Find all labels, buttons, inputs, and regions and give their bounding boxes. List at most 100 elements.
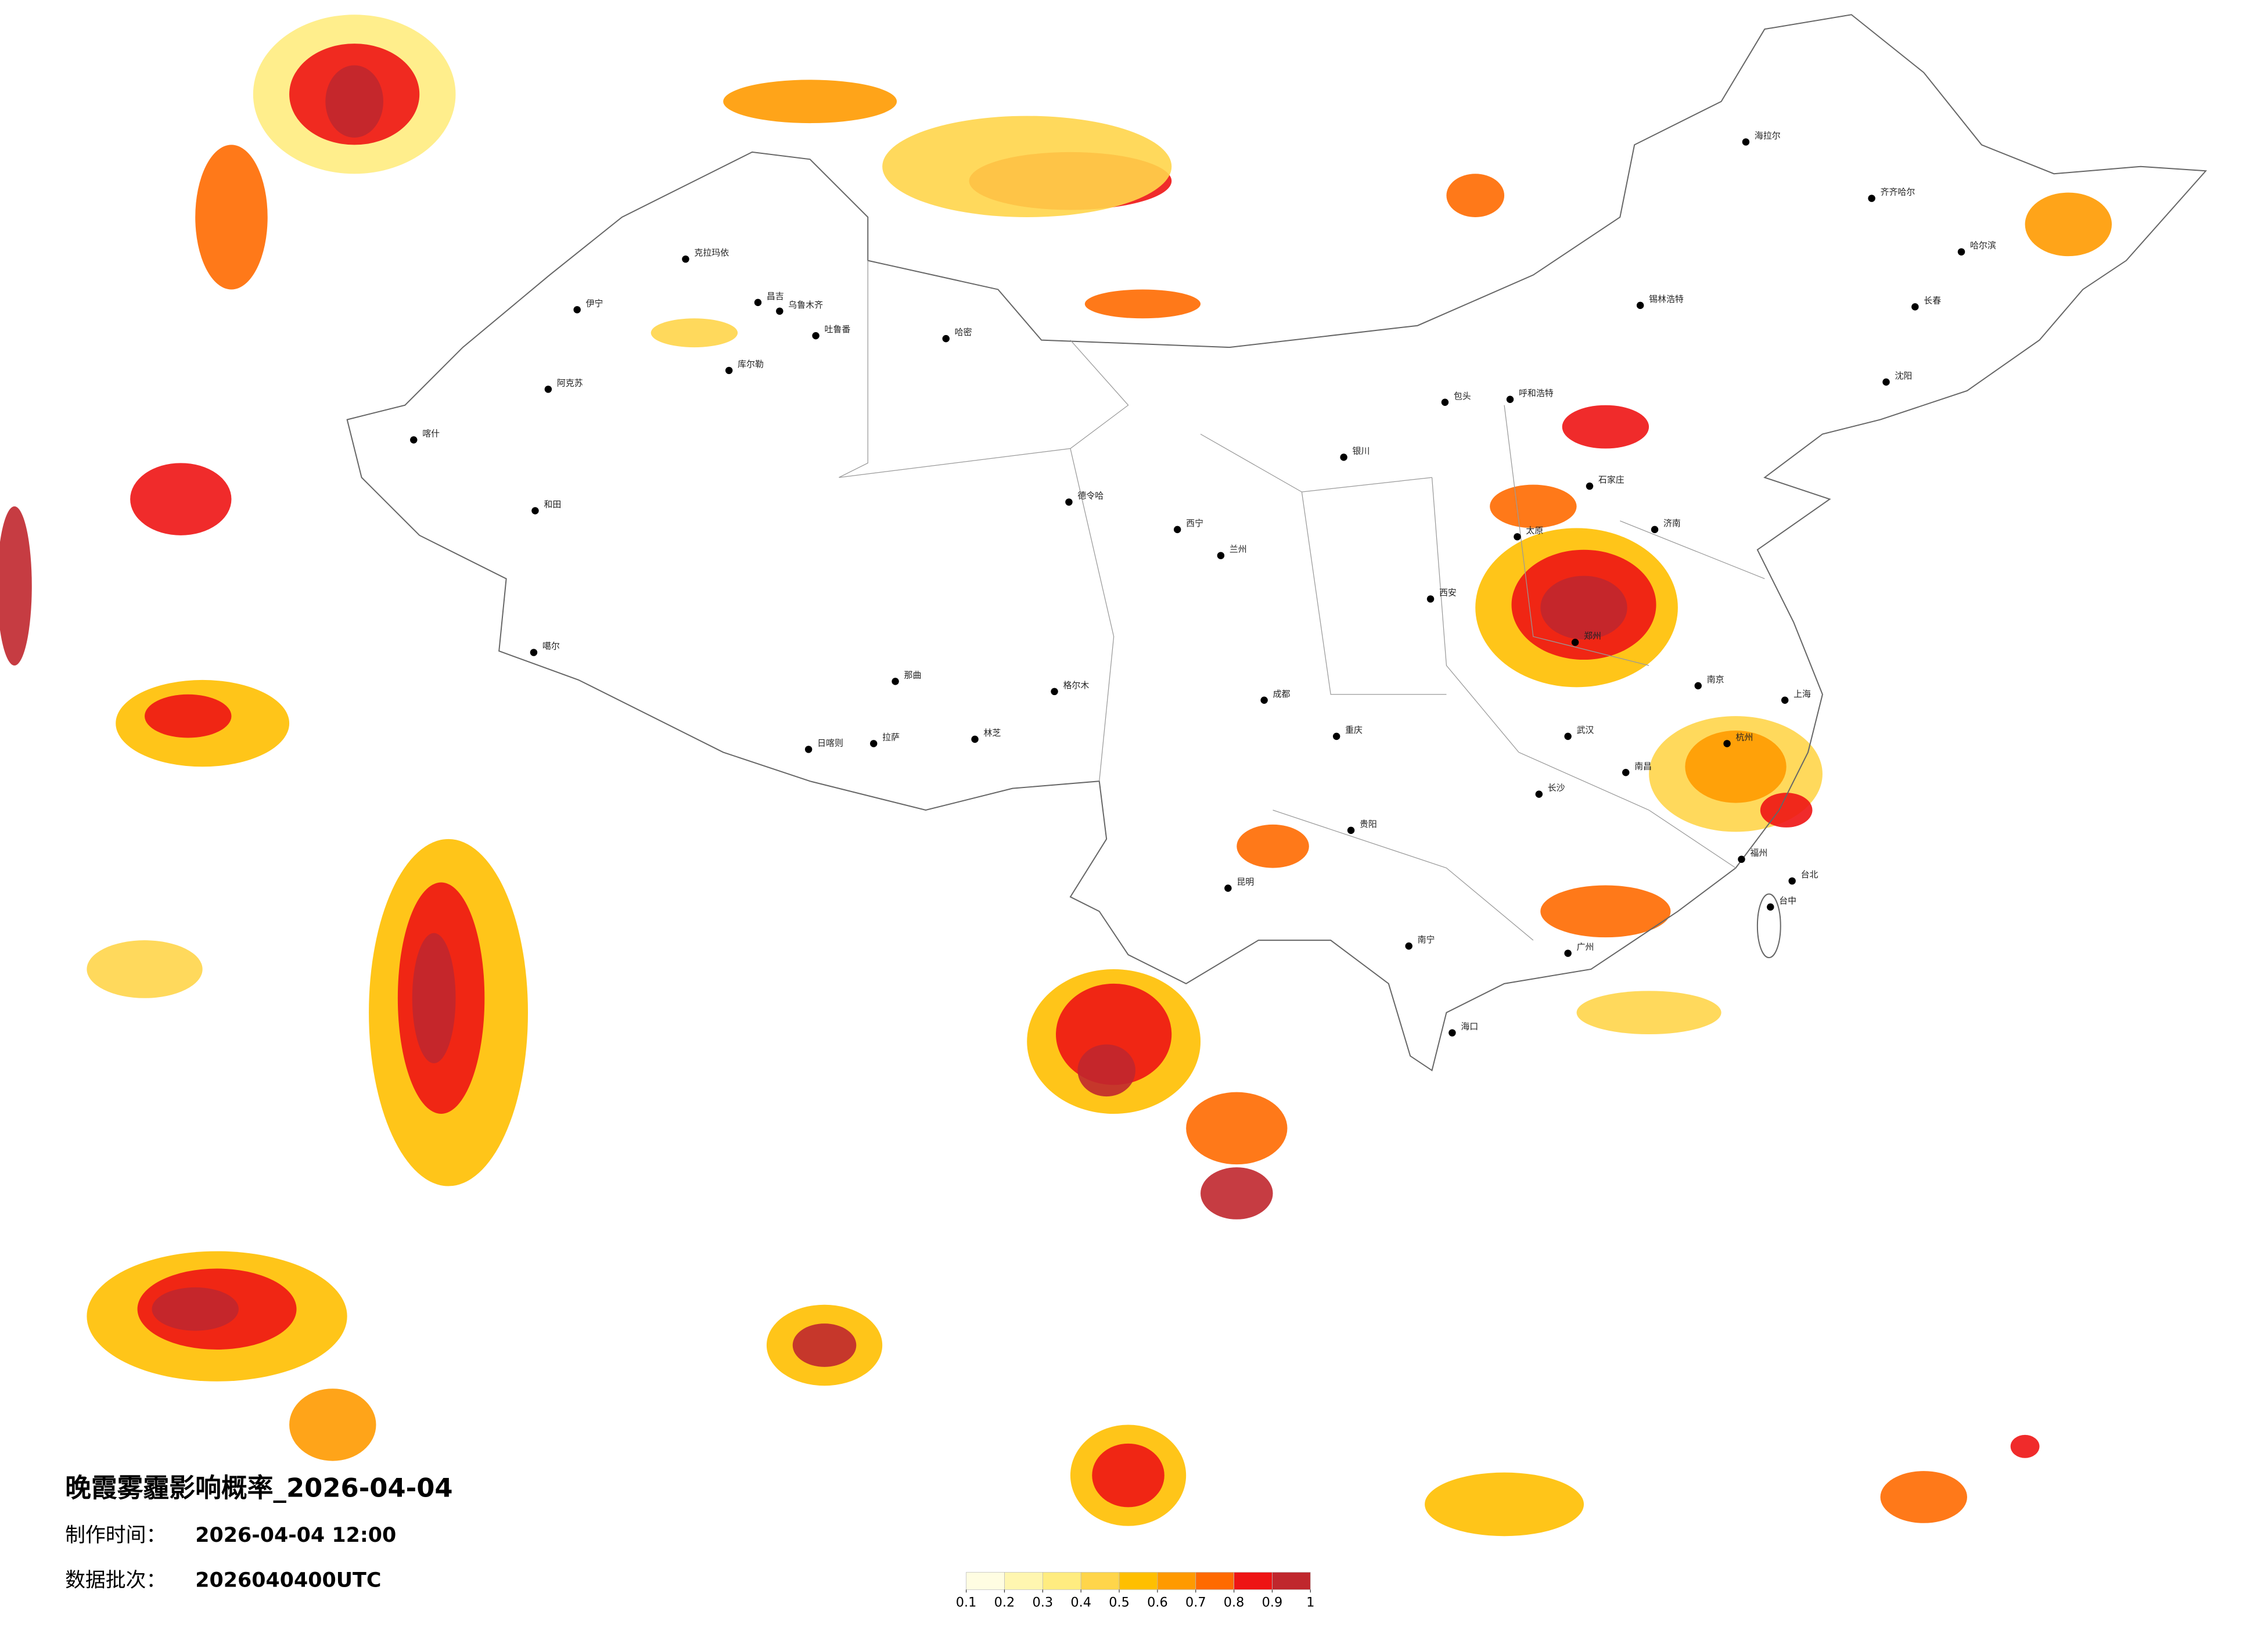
city-label: 海口 (1461, 1021, 1478, 1032)
city-dot (1636, 301, 1644, 310)
heat-patch (1880, 1471, 1967, 1523)
city-label: 伊宁 (586, 298, 603, 308)
heat-layer (0, 15, 2112, 1537)
heat-patch (325, 65, 383, 138)
heat-patch (1425, 1472, 1584, 1537)
colorbar-tick-label: 0.4 (1070, 1595, 1091, 1610)
heat-patch (2010, 1434, 2040, 1458)
city-label: 南京 (1707, 674, 1724, 685)
city-dot (1911, 303, 1919, 311)
city-label: 库尔勒 (738, 359, 764, 369)
city-dot (1622, 769, 1630, 776)
city-label: 兰州 (1230, 544, 1247, 555)
city-dot (531, 507, 539, 515)
colorbar: 0.1 0.2 0.3 0.4 0.5 0.6 0.7 0.8 0.9 1 (956, 1572, 1314, 1610)
city-label: 长春 (1924, 295, 1941, 305)
country-outline (346, 14, 2208, 1071)
colorbar-box (1157, 1572, 1196, 1590)
city-label: 吐鲁番 (825, 324, 851, 334)
info-label: 制作时间： (65, 1524, 166, 1547)
city-label: 台中 (1779, 895, 1796, 906)
city-label: 银川 (1353, 445, 1370, 456)
city-label: 重庆 (1345, 725, 1363, 735)
city-label: 格尔木 (1063, 680, 1089, 690)
city-label: 克拉玛依 (694, 247, 729, 258)
colorbar-tick-label: 0.2 (994, 1595, 1015, 1610)
city-label: 西安 (1439, 587, 1457, 598)
colorbar-tick-label: 0.8 (1224, 1595, 1245, 1610)
heat-patch (1760, 793, 1813, 828)
city-dot (1347, 826, 1355, 834)
heat-patch (195, 145, 268, 290)
city-dot (1868, 195, 1875, 202)
city-label: 德令哈 (1077, 491, 1104, 501)
city-dot (1217, 552, 1225, 559)
colorbar-tick-label: 0.9 (1262, 1595, 1283, 1610)
heat-patch (723, 80, 897, 124)
heat-patch (882, 116, 1172, 217)
city-label: 昆明 (1237, 877, 1254, 887)
heat-patch (289, 1388, 376, 1461)
city-dot (812, 332, 820, 340)
city-label: 那曲 (904, 670, 922, 680)
heat-patch (792, 1323, 857, 1367)
heat-patch (130, 463, 232, 535)
city-label: 林芝 (983, 728, 1001, 738)
colorbar-box (1119, 1572, 1158, 1590)
heat-patch (1562, 405, 1649, 449)
heat-patch (0, 506, 32, 665)
city-dot (804, 746, 813, 753)
city-label: 杭州 (1736, 732, 1753, 742)
city-label: 噶尔 (542, 641, 560, 652)
city-dot (682, 255, 689, 263)
city-dot (544, 386, 552, 393)
colorbar-box (1080, 1572, 1120, 1590)
city-dot (1564, 949, 1572, 957)
city-dot (1723, 740, 1731, 747)
city-label: 阿克苏 (557, 377, 583, 388)
colorbar-box (1272, 1572, 1311, 1590)
city-dot (1651, 526, 1659, 534)
city-label: 拉萨 (882, 732, 900, 742)
city-label: 石家庄 (1598, 474, 1624, 485)
city-dot (1767, 903, 1774, 911)
city-label: 包头 (1454, 391, 1471, 401)
city-dot (725, 366, 733, 375)
city-dot (776, 307, 783, 315)
colorbar-tick-label: 0.5 (1109, 1595, 1130, 1610)
city-label: 成都 (1273, 689, 1291, 699)
city-dot (1882, 378, 1890, 386)
city-label: 哈密 (955, 327, 972, 337)
city-dot (1260, 696, 1268, 704)
info-label: 数据批次： (65, 1569, 166, 1592)
city-dot (1514, 533, 1521, 541)
colorbar-tick-label: 0.6 (1147, 1595, 1168, 1610)
heat-patch (1186, 1092, 1288, 1165)
heat-patch (1201, 1167, 1273, 1220)
heat-patch (1237, 824, 1309, 868)
heat-patch (1490, 484, 1577, 528)
city-label: 哈尔滨 (1970, 240, 1996, 251)
colorbar-tick-label: 0.7 (1185, 1595, 1206, 1610)
city-label: 武汉 (1577, 725, 1594, 735)
heat-patch (1540, 575, 1627, 640)
city-dot (573, 306, 581, 314)
province-lines (839, 260, 1765, 941)
city-dot (1426, 595, 1435, 603)
heat-patch (1685, 731, 1787, 803)
city-dot (410, 436, 418, 444)
city-dot (1586, 482, 1594, 490)
city-dot (1506, 395, 1514, 403)
city-label: 沈阳 (1895, 370, 1912, 381)
city-dot (1738, 855, 1745, 863)
city-label: 福州 (1750, 848, 1767, 858)
city-dot (1788, 877, 1796, 885)
colorbar-box (1042, 1572, 1081, 1590)
city-label: 海拉尔 (1755, 130, 1781, 141)
city-dot (971, 735, 979, 743)
heat-patch (152, 1287, 239, 1331)
city-dot (1332, 732, 1340, 740)
city-label: 齐齐哈尔 (1881, 187, 1915, 197)
city-dot (1441, 398, 1449, 406)
